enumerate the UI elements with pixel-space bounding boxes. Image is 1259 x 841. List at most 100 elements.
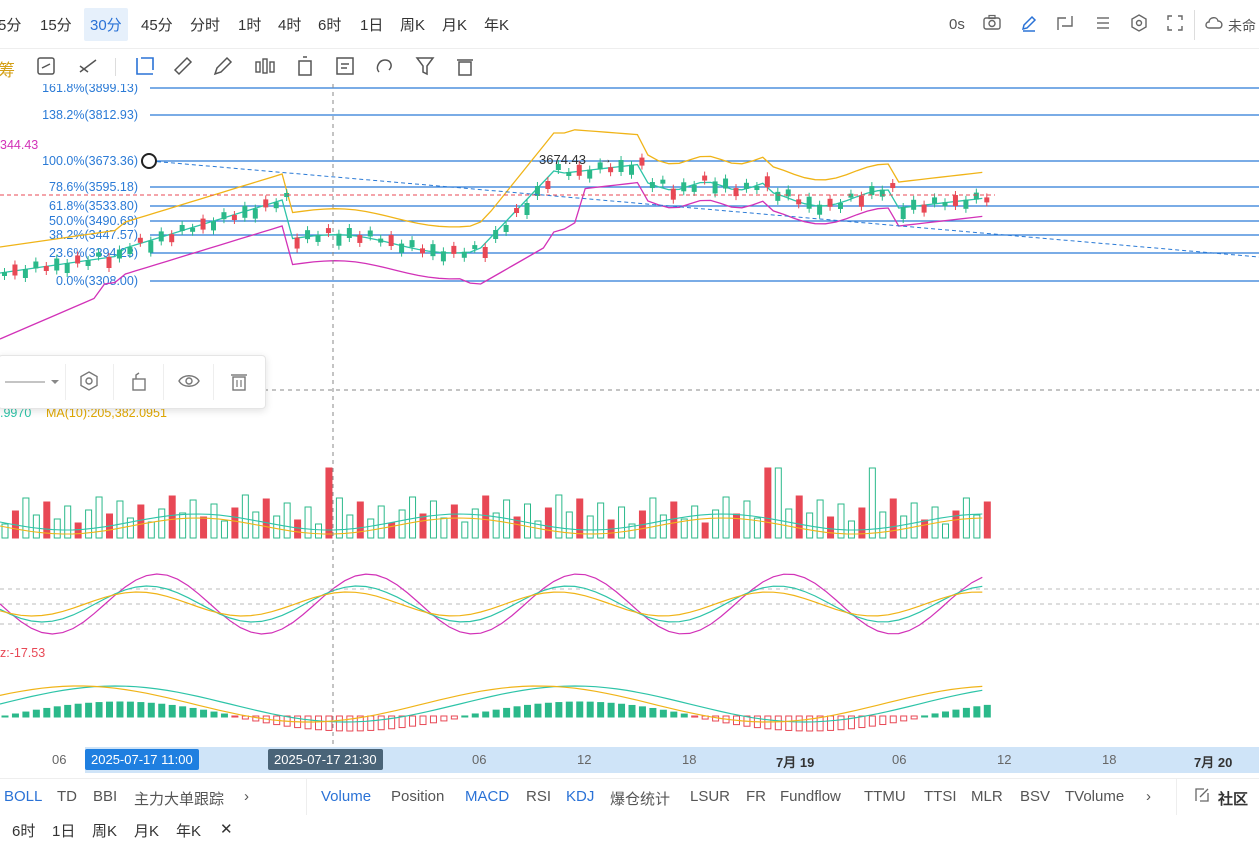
tf-15m[interactable]: 15分 xyxy=(40,17,72,34)
time-range-highlight[interactable] xyxy=(85,747,1259,773)
tab-kdj[interactable]: KDJ xyxy=(566,788,595,805)
volume-bar xyxy=(210,503,218,539)
panel-divider xyxy=(213,364,214,400)
tab-td[interactable]: TD xyxy=(57,788,77,805)
chevron-right-icon[interactable]: › xyxy=(244,788,249,805)
tab-fr[interactable]: FR xyxy=(746,788,766,805)
tf-30m[interactable]: 30分 xyxy=(84,8,128,41)
delete-icon[interactable] xyxy=(453,54,477,78)
tab-lsur[interactable]: LSUR xyxy=(690,788,731,805)
line-style-icon[interactable] xyxy=(5,370,59,394)
volume-bar xyxy=(388,522,396,539)
volume-bar xyxy=(74,522,82,539)
tf-year[interactable]: 年K xyxy=(484,17,510,34)
candle-body xyxy=(629,164,634,175)
tf-timeshare[interactable]: 分时 xyxy=(190,17,221,34)
macd-histogram-bar xyxy=(43,707,51,718)
line-tool-icon[interactable] xyxy=(76,54,100,78)
tab-volume[interactable]: Volume xyxy=(321,788,372,805)
eye-icon[interactable] xyxy=(177,370,201,394)
volume-bar xyxy=(764,467,772,539)
panel-divider xyxy=(163,364,164,400)
settings-icon[interactable] xyxy=(78,370,102,394)
mini-tf-year[interactable]: 年K xyxy=(176,823,202,840)
candle-body xyxy=(388,235,394,247)
rectangle-tool-icon[interactable] xyxy=(133,54,157,78)
mini-tf-month[interactable]: 月K xyxy=(134,823,160,840)
trash-icon[interactable] xyxy=(228,370,252,394)
brush-icon[interactable] xyxy=(211,54,235,78)
fullscreen-icon[interactable] xyxy=(1166,14,1184,37)
ruler-icon[interactable] xyxy=(171,54,195,78)
volume-bar xyxy=(983,501,991,539)
tab-boll[interactable]: BOLL xyxy=(4,788,43,805)
trash-can-icon[interactable] xyxy=(293,54,317,78)
tf-4h[interactable]: 4时 xyxy=(278,17,302,34)
cloud-label[interactable]: 未命 xyxy=(1228,18,1256,34)
close-icon[interactable]: ✕ xyxy=(220,821,233,838)
tab-liquidation[interactable]: 爆仓统计 xyxy=(610,791,671,808)
macd-histogram-bar xyxy=(670,711,678,718)
macd-histogram-bar xyxy=(544,702,552,718)
candle-body xyxy=(618,160,624,172)
volume-bar xyxy=(200,516,208,539)
cloud-icon[interactable] xyxy=(1204,14,1224,35)
macd-indicator xyxy=(0,685,991,732)
pattern-icon[interactable] xyxy=(253,54,277,78)
tf-1h[interactable]: 1时 xyxy=(238,17,262,34)
macd-histogram-bar xyxy=(450,715,458,720)
list-icon[interactable] xyxy=(1094,14,1112,37)
tf-month[interactable]: 月K xyxy=(442,17,468,34)
candle-body xyxy=(597,162,603,170)
camera-icon[interactable] xyxy=(983,14,1001,35)
magnet-icon[interactable] xyxy=(373,54,397,78)
tab-rsi[interactable]: RSI xyxy=(526,788,552,805)
macd-histogram-bar xyxy=(534,703,542,718)
community-link[interactable]: 社区 xyxy=(1218,791,1249,808)
tf-6h[interactable]: 6时 xyxy=(318,17,342,34)
window-icon[interactable] xyxy=(1056,14,1074,37)
range-start-chip[interactable]: 2025-07-17 11:00 xyxy=(85,749,199,770)
mini-tf-1d[interactable]: 1日 xyxy=(52,823,76,840)
volume-ma5-line xyxy=(0,513,983,531)
tf-week[interactable]: 周K xyxy=(400,17,426,34)
lock-icon[interactable] xyxy=(128,370,152,394)
tf-5m[interactable]: 5分 xyxy=(0,17,22,34)
tab-ttsi[interactable]: TTSI xyxy=(924,788,957,805)
macd-histogram-bar xyxy=(983,704,991,718)
chevron-right-icon[interactable]: › xyxy=(1146,788,1151,805)
volume-bar xyxy=(827,516,835,539)
mini-tf-week[interactable]: 周K xyxy=(92,823,118,840)
sync-icon[interactable] xyxy=(34,54,58,78)
candle-body xyxy=(817,204,823,215)
fib-level-label: 100.0%(3673.36) xyxy=(42,154,138,168)
tab-bsv[interactable]: BSV xyxy=(1020,788,1051,805)
volume-bar xyxy=(858,507,866,539)
volume-bar xyxy=(53,518,61,539)
tab-fundflow[interactable]: Fundflow xyxy=(780,788,841,805)
candle-body xyxy=(325,228,331,234)
kline-chart[interactable]: 161.8%(3899.13) 138.2%(3812.93) 100.0%(367… xyxy=(0,84,1259,747)
tab-position[interactable]: Position xyxy=(391,788,445,805)
macd-histogram-bar xyxy=(847,715,855,730)
tab-tvolume[interactable]: TVolume xyxy=(1065,788,1125,805)
edit-icon[interactable] xyxy=(1195,788,1209,806)
tf-1d[interactable]: 1日 xyxy=(360,17,384,34)
tab-ttmu[interactable]: TTMU xyxy=(864,788,906,805)
kdj-indicator xyxy=(0,573,1259,635)
settings-icon[interactable] xyxy=(1130,14,1148,37)
tab-bbi[interactable]: BBI xyxy=(93,788,118,805)
tab-mlr[interactable]: MLR xyxy=(971,788,1003,805)
filter-icon[interactable] xyxy=(413,54,437,78)
candle-body xyxy=(64,263,70,273)
tf-45m[interactable]: 45分 xyxy=(141,17,173,34)
tab-macd[interactable]: MACD xyxy=(465,788,510,805)
pencil-icon[interactable] xyxy=(1020,14,1038,37)
macd-histogram-bar xyxy=(440,715,448,722)
fib-level-label: 50.0%(3490.68) xyxy=(49,214,138,228)
note-icon[interactable] xyxy=(333,54,357,78)
candle-body xyxy=(702,175,708,181)
chip-label[interactable]: 筹 xyxy=(0,61,15,80)
tab-main-flow[interactable]: 主力大单跟踪 xyxy=(134,791,225,808)
mini-tf-6h[interactable]: 6时 xyxy=(12,823,36,840)
